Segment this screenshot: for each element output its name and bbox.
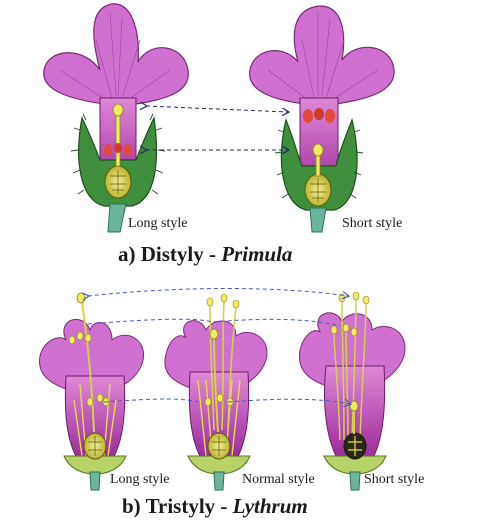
title-distyly-genus: Primula — [221, 242, 293, 266]
primula-stem — [107, 203, 127, 233]
primula-stigma-short — [312, 143, 324, 157]
lythrum-style-normal — [213, 337, 219, 433]
lythrum-filaments-normal — [209, 301, 237, 431]
primula-petals — [43, 3, 189, 105]
title-distyly: a) Distyly - Primula — [118, 242, 292, 267]
lythrum-style-long — [81, 301, 95, 433]
lythrum-normal-style-flower — [164, 293, 268, 491]
primula-arrows — [146, 106, 288, 150]
lythrum-stem-short — [349, 471, 361, 491]
label-lythrum-normal-style: Normal style — [242, 472, 315, 487]
primula-stigma — [112, 103, 124, 117]
title-tristyly-genus: Lythrum — [232, 494, 308, 518]
primula-stem-short — [309, 207, 327, 233]
lythrum-stigma-long — [76, 292, 86, 304]
title-tristyly-text: Tristyly - — [145, 494, 233, 518]
primula-long-style-flower — [43, 3, 189, 233]
lythrum-stem-long — [89, 471, 101, 491]
title-distyly-text: Distyly - — [140, 242, 222, 266]
primula-style — [115, 111, 121, 167]
primula-short-style-flower — [249, 5, 395, 233]
lythrum-arrows — [88, 288, 350, 405]
lythrum-stigma-short — [349, 400, 359, 412]
label-primula-short-style: Short style — [342, 216, 403, 231]
lythrum-long-style-flower — [39, 292, 145, 491]
title-tristyly: b) Tristyly - Lythrum — [122, 494, 308, 519]
primula-calyx-short — [280, 118, 358, 211]
lythrum-stigma-normal — [209, 328, 219, 340]
label-primula-long-style: Long style — [128, 216, 188, 231]
primula-anthers-short — [303, 108, 335, 123]
title-distyly-prefix: a) — [118, 242, 136, 266]
label-lythrum-long-style: Long style — [110, 472, 170, 487]
lythrum-anthers-long — [68, 331, 110, 407]
lythrum-petals-long — [39, 319, 145, 393]
lythrum-short-style-flower — [298, 291, 406, 491]
primula-anthers — [104, 143, 132, 156]
lythrum-stem-normal — [213, 471, 225, 491]
label-lythrum-short-style: Short style — [364, 472, 425, 487]
title-tristyly-prefix: b) — [122, 494, 141, 518]
primula-petals-short — [249, 5, 395, 105]
lythrum-filaments-short — [333, 299, 367, 441]
